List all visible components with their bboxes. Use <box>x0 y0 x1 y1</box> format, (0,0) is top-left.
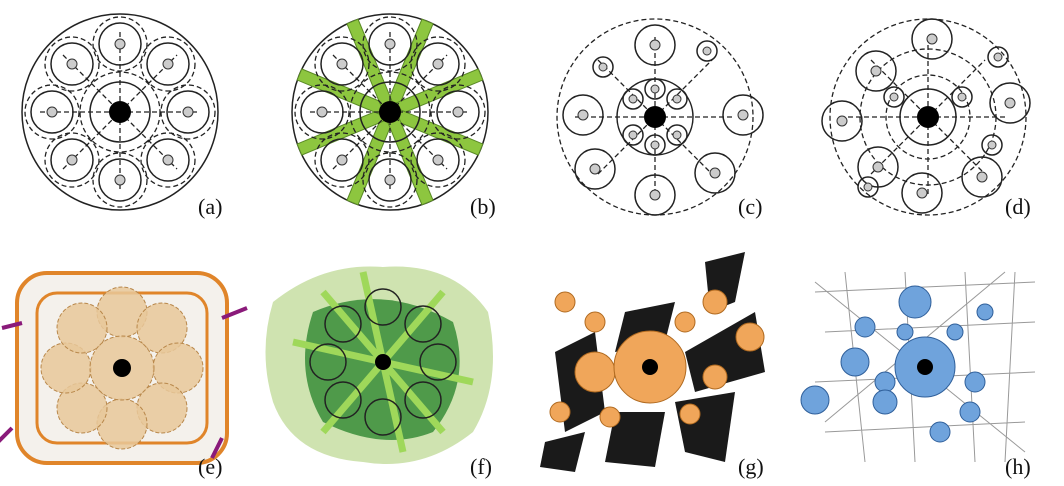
diagram-a <box>21 13 219 211</box>
panel-label: (e) <box>198 454 222 479</box>
diagram-d <box>821 18 1031 216</box>
map-h <box>800 271 1036 463</box>
diagram-c <box>556 18 764 216</box>
panel-label: (b) <box>470 194 496 219</box>
panel-label: (h) <box>1005 454 1031 479</box>
panel-label: (g) <box>738 454 764 479</box>
map-g <box>540 252 765 472</box>
panel-label: (f) <box>470 454 492 479</box>
diagram-b <box>291 13 489 211</box>
panel-label: (c) <box>738 194 762 219</box>
map-e <box>0 271 248 465</box>
map-f <box>265 266 493 464</box>
panel-label: (d) <box>1005 194 1031 219</box>
panel-label: (a) <box>198 194 222 219</box>
